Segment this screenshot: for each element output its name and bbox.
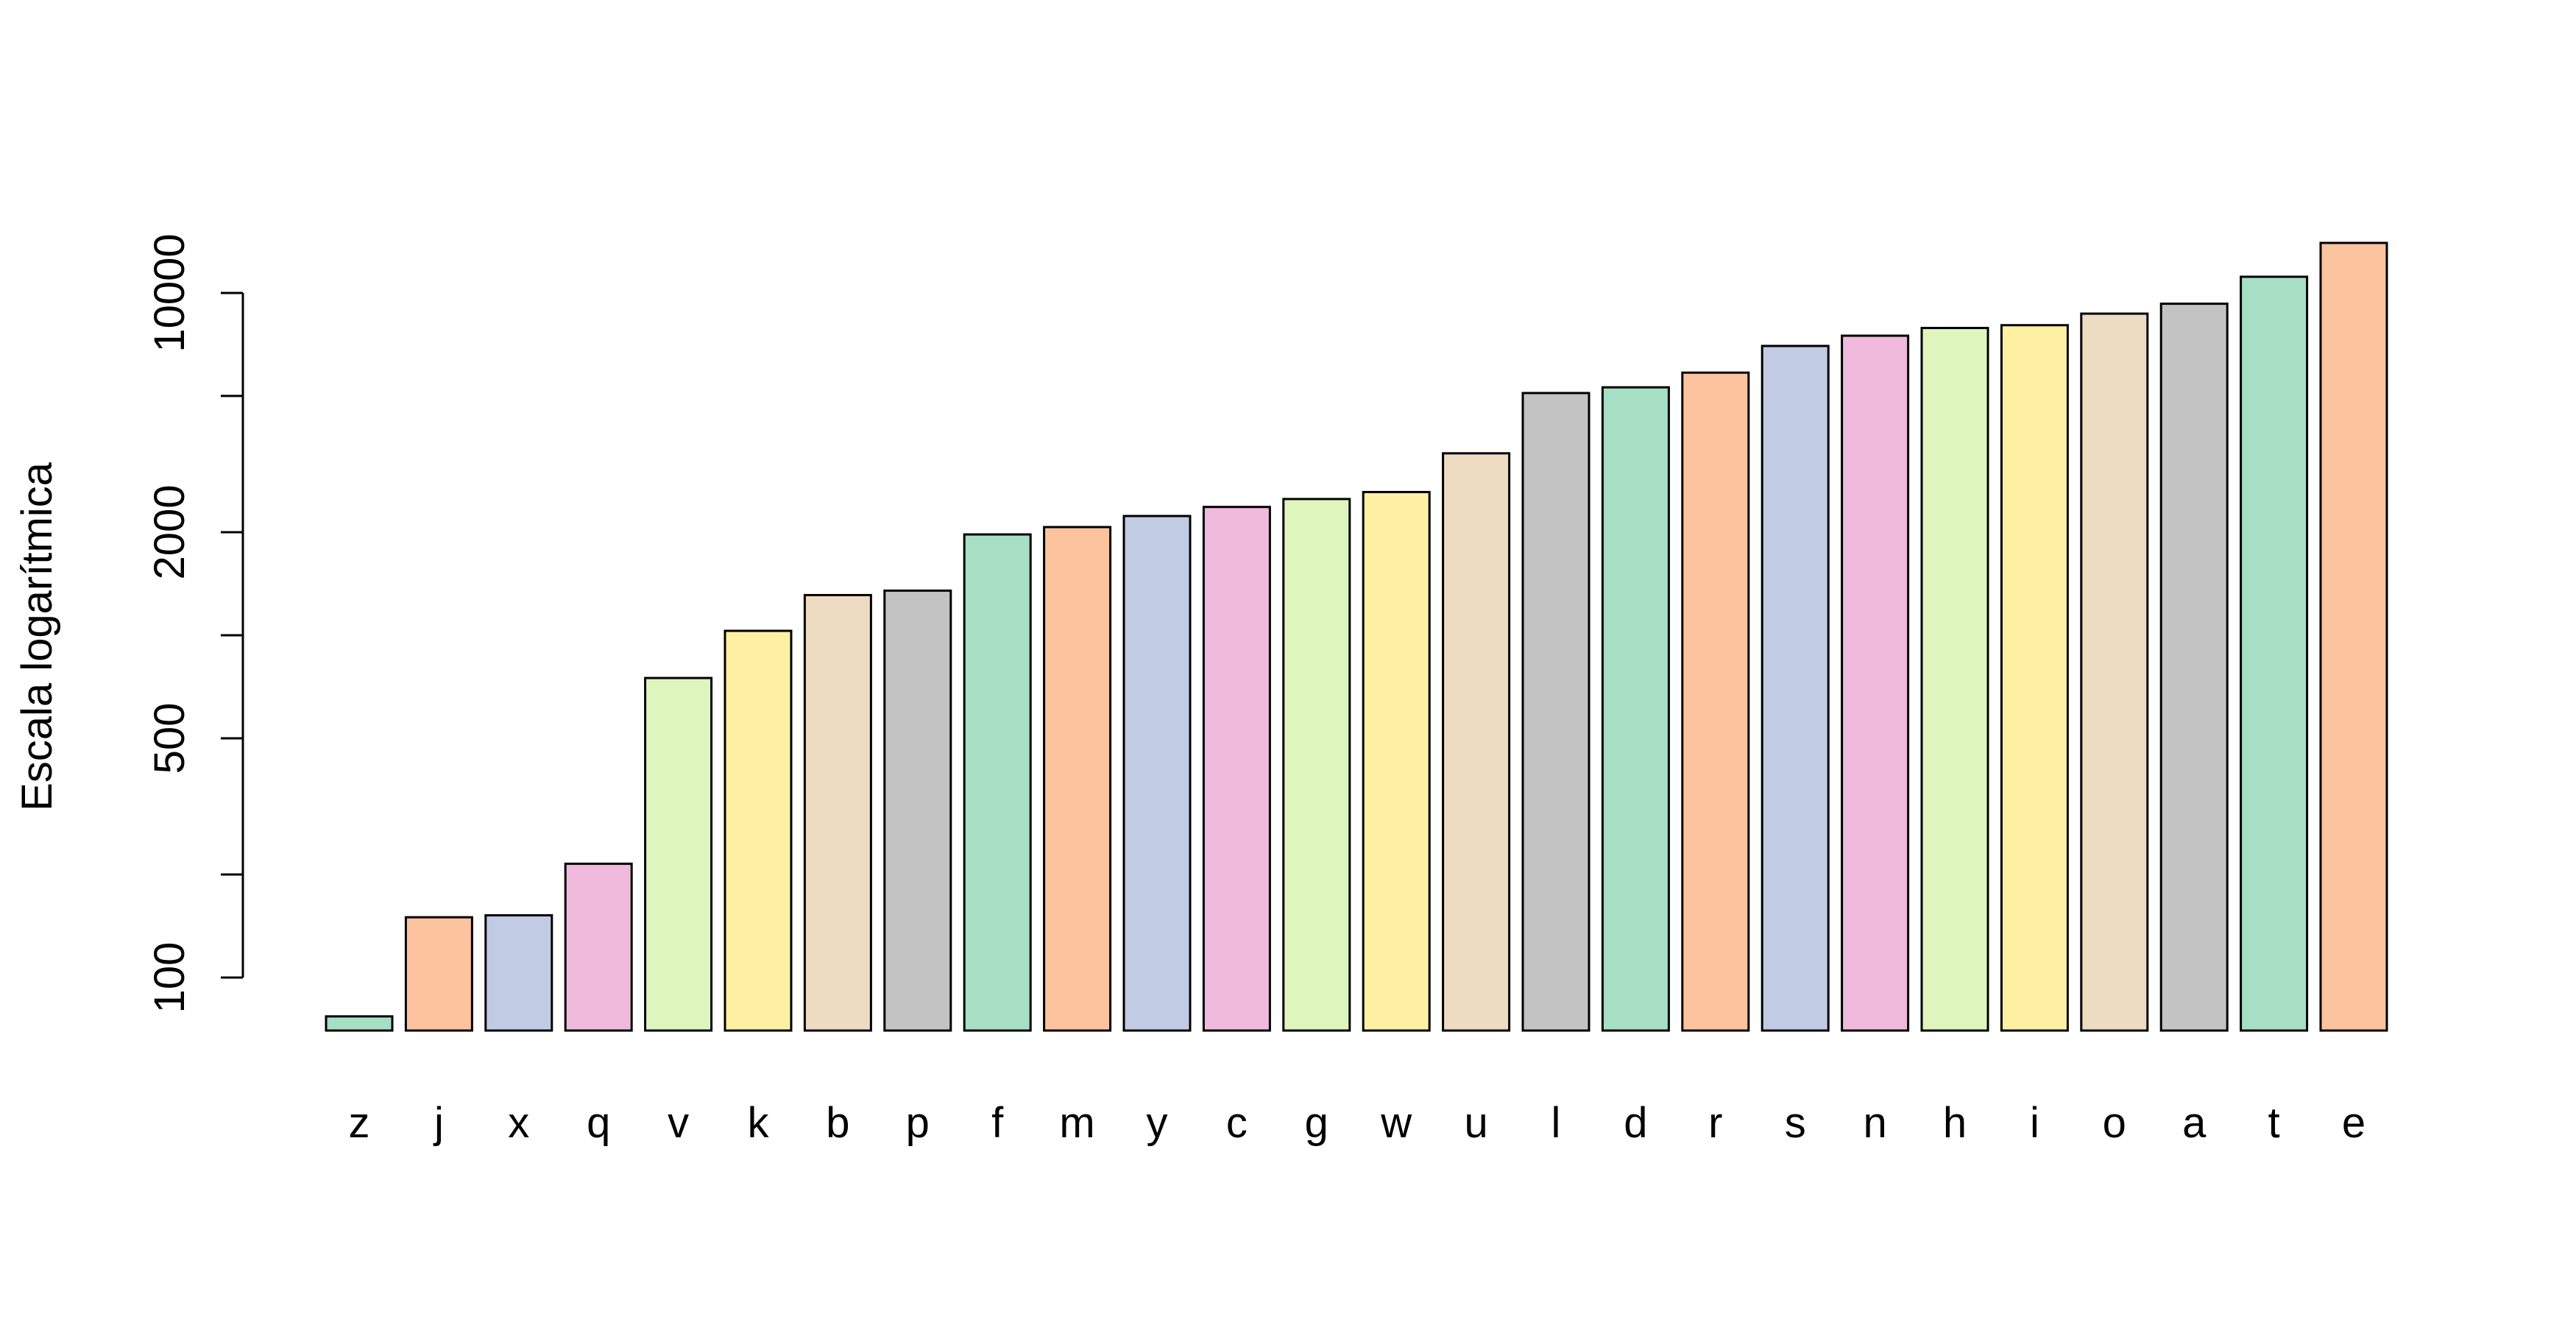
- x-tick-label-w: w: [1380, 1099, 1412, 1147]
- x-tick-label-x: x: [508, 1099, 529, 1147]
- bar-n: [1841, 334, 1910, 1032]
- bar-d: [1601, 386, 1670, 1032]
- bar-t: [2240, 275, 2309, 1032]
- x-tick-label-i: i: [2030, 1099, 2039, 1147]
- x-tick-label-z: z: [349, 1099, 370, 1147]
- x-tick-label-e: e: [2342, 1099, 2366, 1147]
- x-tick-label-c: c: [1226, 1099, 1248, 1147]
- bar-i: [2000, 324, 2069, 1032]
- x-tick-label-p: p: [906, 1099, 930, 1147]
- x-tick-label-u: u: [1464, 1099, 1487, 1147]
- bar-g: [1282, 498, 1351, 1032]
- bar-a: [2159, 303, 2229, 1032]
- bar-c: [1202, 506, 1271, 1032]
- x-tick-label-q: q: [587, 1099, 610, 1147]
- x-tick-label-d: d: [1624, 1099, 1647, 1147]
- bars: [325, 241, 2388, 1032]
- y-tick-label: 10000: [146, 233, 194, 352]
- bar-k: [723, 629, 793, 1032]
- bar-b: [803, 593, 872, 1032]
- bar-j: [404, 916, 473, 1032]
- bar-e: [2319, 241, 2388, 1032]
- bar-l: [1521, 392, 1590, 1032]
- x-tick-label-h: h: [1943, 1099, 1967, 1147]
- bar-w: [1362, 490, 1431, 1032]
- bar-m: [1043, 526, 1112, 1032]
- x-tick-label-t: t: [2268, 1099, 2280, 1147]
- x-tick-label-n: n: [1863, 1099, 1886, 1147]
- bar-h: [1920, 327, 1989, 1032]
- x-tick-label-f: f: [991, 1099, 1004, 1147]
- x-tick-label-s: s: [1785, 1099, 1806, 1147]
- bar-f: [963, 533, 1032, 1032]
- bar-o: [2080, 312, 2149, 1032]
- bar-s: [1761, 344, 1830, 1032]
- x-tick-label-k: k: [748, 1099, 770, 1147]
- x-tick-label-j: j: [433, 1099, 444, 1147]
- x-tick-label-g: g: [1305, 1099, 1328, 1147]
- bar-v: [644, 676, 713, 1032]
- bar-r: [1681, 371, 1750, 1032]
- x-tick-label-r: r: [1708, 1099, 1722, 1147]
- x-tick-label-v: v: [668, 1099, 689, 1147]
- y-tick-label: 500: [146, 703, 194, 774]
- x-tick-label-a: a: [2182, 1099, 2207, 1147]
- y-tick-label: 100: [146, 942, 194, 1014]
- y-tick-label: 2000: [146, 484, 194, 579]
- y-axis-title: Escala logarítmica: [13, 462, 61, 811]
- bar-p: [883, 589, 952, 1032]
- bar-x: [484, 914, 553, 1032]
- x-tick-label-m: m: [1059, 1099, 1094, 1147]
- y-axis: 100 500 2000 10000: [146, 233, 244, 1014]
- x-tick-label-l: l: [1551, 1099, 1561, 1147]
- x-tick-label-o: o: [2103, 1099, 2126, 1147]
- x-tick-label-y: y: [1147, 1099, 1168, 1147]
- bar-z: [325, 1015, 394, 1032]
- bar-q: [564, 862, 633, 1032]
- bar-y: [1122, 515, 1192, 1032]
- bar-u: [1442, 452, 1511, 1032]
- x-tick-label-b: b: [826, 1099, 849, 1147]
